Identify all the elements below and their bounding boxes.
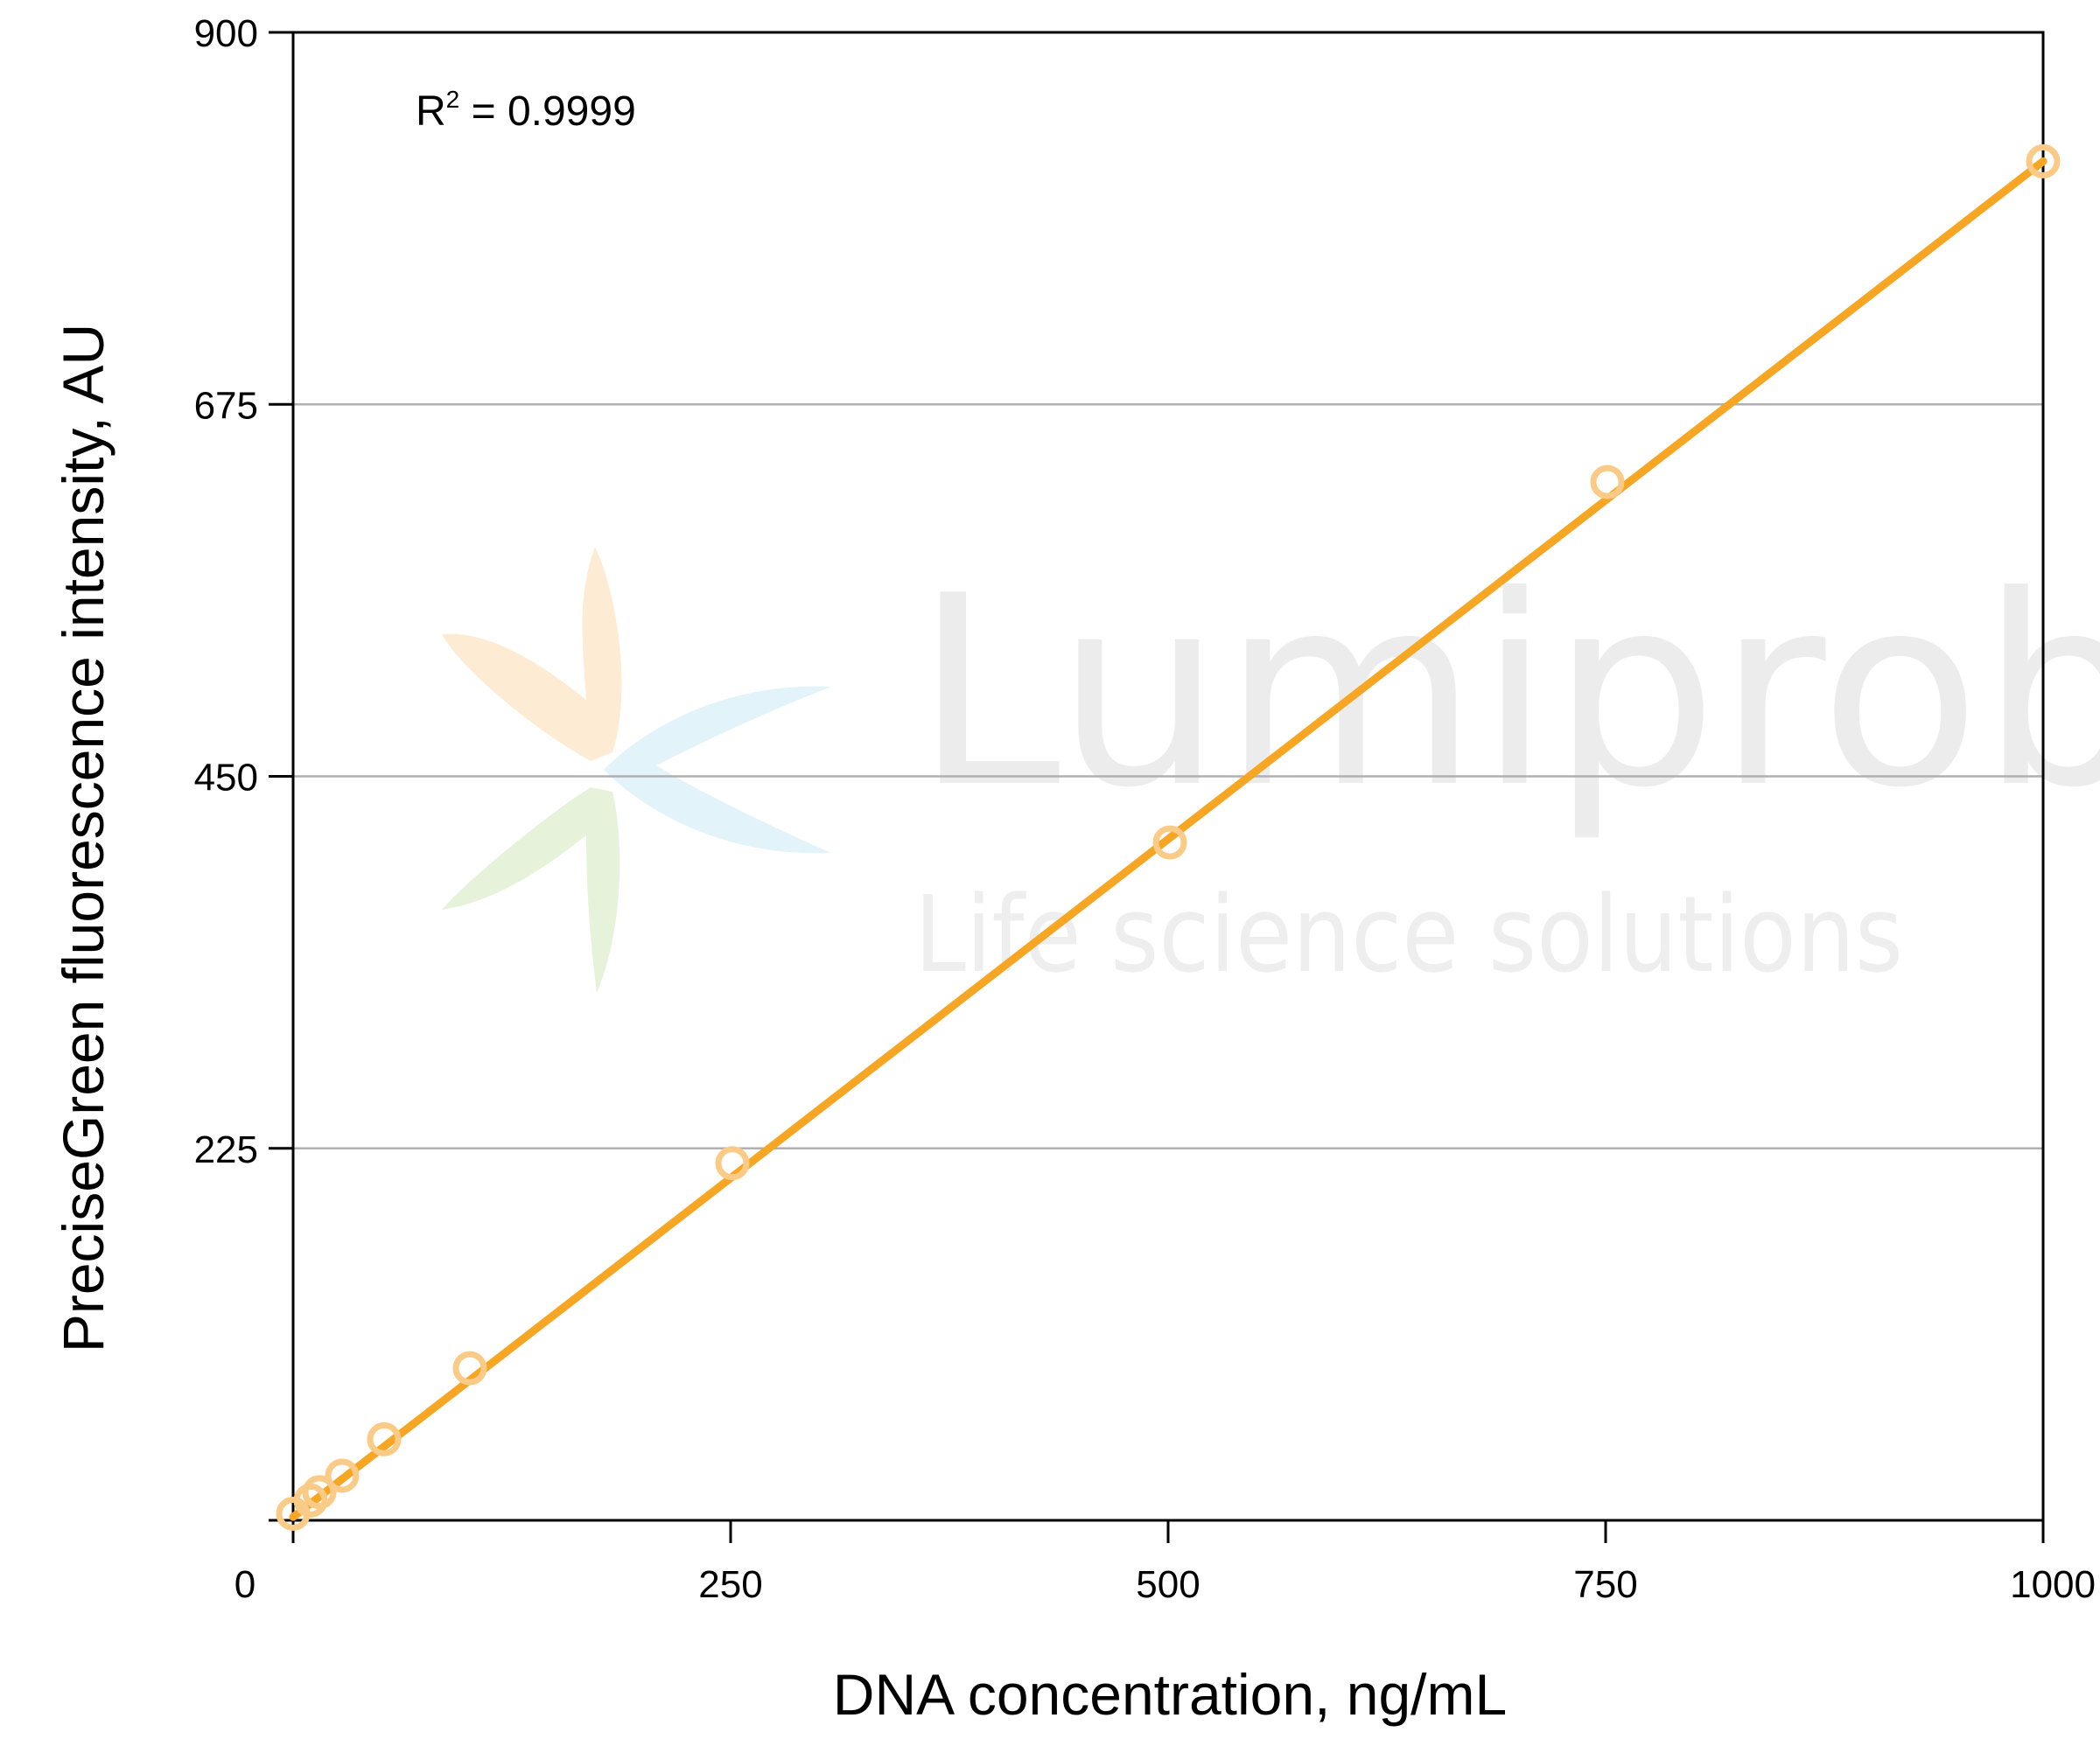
x-tick-label: 500 xyxy=(1136,1563,1200,1606)
watermark-logo-icon xyxy=(442,547,831,993)
x-tick-label: 0 xyxy=(234,1563,256,1606)
x-tick-label: 750 xyxy=(1573,1563,1637,1606)
data-point xyxy=(1152,825,1187,860)
r-squared-label: R xyxy=(416,88,446,135)
y-axis-title: PreciseGreen fluorescence intensity, AU xyxy=(51,324,116,1352)
fit-line xyxy=(289,157,2048,1521)
data-point xyxy=(302,1475,337,1510)
data-point xyxy=(715,1146,750,1181)
x-tick-label: 1000 xyxy=(2010,1563,2096,1606)
data-point xyxy=(293,1483,328,1518)
data-point xyxy=(452,1351,487,1386)
y-tick-label: 450 xyxy=(194,757,258,800)
y-tick-label: 900 xyxy=(194,12,258,55)
y-tick-label: 225 xyxy=(194,1128,258,1171)
x-tick-label: 250 xyxy=(698,1563,762,1606)
watermark-title: Lumiprobe xyxy=(914,540,2100,845)
r-squared-annotation: R2 = 0.9999 xyxy=(416,86,636,135)
r-squared-value: = 0.9999 xyxy=(459,88,636,135)
x-axis-title: DNA concentration, ng/mL xyxy=(833,1662,1507,1727)
gridlines xyxy=(293,403,2043,1149)
watermark-subtitle: Life science solutions xyxy=(914,875,1903,996)
y-axis-ticks: 225 450 675 900 xyxy=(194,12,293,1522)
x-axis-ticks: 0 250 500 750 1000 xyxy=(234,1520,2096,1606)
data-point xyxy=(2026,143,2061,178)
data-point xyxy=(1590,464,1625,499)
data-point xyxy=(367,1421,402,1456)
r-squared-superscript: 2 xyxy=(446,86,460,113)
data-point xyxy=(325,1458,360,1493)
data-points xyxy=(276,143,2061,1531)
watermark: Lumiprobe Life science solutions xyxy=(442,540,2100,996)
y-tick-label: 675 xyxy=(194,384,258,427)
